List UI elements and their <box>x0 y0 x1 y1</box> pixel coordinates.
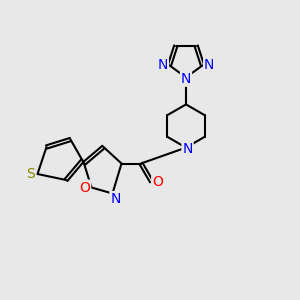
Text: O: O <box>152 175 163 188</box>
Text: O: O <box>80 181 90 194</box>
Text: N: N <box>110 192 121 206</box>
Text: N: N <box>158 58 168 72</box>
Text: N: N <box>182 142 193 156</box>
Text: N: N <box>204 58 214 72</box>
Text: N: N <box>181 72 191 86</box>
Text: S: S <box>26 167 35 181</box>
